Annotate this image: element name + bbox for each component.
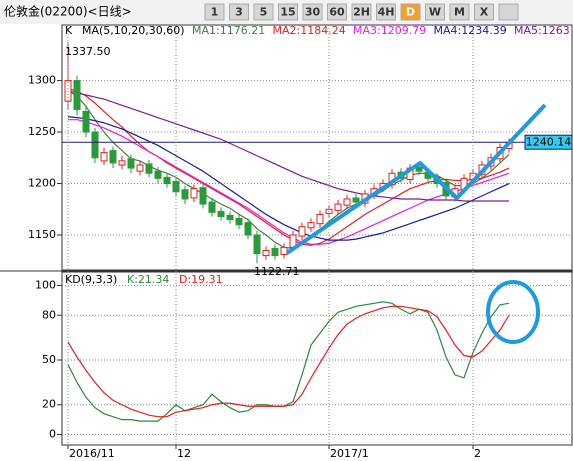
timeframe-button[interactable] (302, 3, 323, 21)
candle-body (208, 201, 216, 213)
hand-drawn-annotations (285, 103, 547, 344)
y-tick-label: 1250 (28, 125, 56, 138)
candle-body (82, 110, 90, 133)
timeframe-label[interactable]: 15 (280, 6, 295, 19)
timeframe-label[interactable]: X (480, 6, 489, 19)
timeframe-label[interactable]: 1 (211, 6, 219, 19)
timeframe-button[interactable] (351, 3, 372, 21)
legend-entry: MA3:1209.79 (353, 24, 426, 37)
timeframe-button[interactable] (327, 3, 347, 21)
extreme-label: 1122.71 (254, 265, 300, 278)
legend-entry: D:19.31 (179, 273, 223, 286)
candle-body (109, 150, 117, 164)
candle-body (91, 131, 99, 159)
candle-body (262, 249, 270, 257)
candle-body (190, 188, 198, 199)
candle-body (64, 80, 72, 102)
y-tick-label: 1200 (28, 177, 56, 190)
timeframe-label[interactable]: W (429, 6, 441, 19)
toolbar-title: 伦敦金(02200)<日线> (4, 4, 132, 19)
legend-label: K (65, 24, 73, 37)
candle-body (199, 187, 207, 205)
candle-body (217, 210, 225, 217)
timeframe-button[interactable] (229, 3, 249, 21)
legend-label: MA(5,10,20,30,60) (82, 24, 185, 37)
y-tick-label: 1300 (28, 74, 56, 87)
last-price-label: 1240.14 (526, 136, 572, 149)
legend-entry: MA1:1176.21 (192, 24, 265, 37)
candle-body (352, 197, 360, 203)
timeframe-label[interactable]: 5 (260, 6, 268, 19)
timeframe-label[interactable]: 30 (305, 6, 321, 19)
candle-body (298, 226, 306, 237)
timeframe-button[interactable] (278, 3, 298, 21)
legend-entry: MA2:1184.24 (273, 24, 346, 37)
candle-body (244, 222, 252, 236)
candle-body (118, 160, 126, 166)
timeframe-label[interactable]: 2H (353, 6, 370, 19)
timeframe-label[interactable]: D (406, 6, 415, 19)
trend-sketch (285, 103, 547, 255)
candle-body (181, 189, 189, 200)
candle-body (226, 214, 234, 221)
timeframe-button[interactable] (474, 3, 494, 21)
moving-average-line (68, 119, 510, 245)
candle-body (334, 203, 342, 211)
legend-entry: MA5:1263 (514, 24, 570, 37)
candle-body (235, 218, 243, 226)
window-button[interactable] (498, 3, 519, 21)
candle-body (145, 163, 153, 174)
timeframe-button[interactable] (376, 3, 396, 21)
y-tick-label: 80 (42, 308, 56, 321)
last-price-box (524, 134, 573, 150)
timeframe-label[interactable]: 3 (235, 6, 243, 19)
kd-line (67, 301, 510, 422)
y-tick-label: 20 (42, 398, 56, 411)
y-tick-label: 50 (42, 353, 56, 366)
candle-body (343, 198, 351, 206)
x-tick-label: 2017/1 (330, 447, 369, 460)
timeframe-label[interactable]: M (454, 6, 465, 19)
timeframe-button[interactable] (449, 3, 470, 21)
x-tick-label: 12 (177, 447, 191, 460)
timeframe-label[interactable]: 4H (378, 6, 395, 19)
extreme-label: 1337.50 (65, 45, 111, 58)
timeframe-button[interactable] (253, 3, 274, 21)
indicator-title: KD(9,3,3) (65, 273, 117, 286)
candle-body (316, 213, 324, 225)
legend-entry: MA4:1234.39 (434, 24, 507, 37)
timeframe-button[interactable] (400, 3, 421, 21)
candle-body (307, 222, 315, 229)
moving-average-line (67, 116, 510, 241)
x-tick-label: 2016/11 (69, 447, 115, 460)
candle-body (280, 246, 288, 256)
highlight-circle (486, 280, 540, 344)
y-tick-label: 0 (49, 428, 56, 441)
y-tick-label: 100 (35, 278, 56, 291)
timeframe-button[interactable] (425, 3, 445, 21)
candle-body (163, 176, 171, 185)
candle-body (253, 234, 261, 255)
candle-body (73, 80, 81, 110)
y-tick-label: 1150 (28, 228, 56, 241)
candle-body (271, 247, 279, 257)
candle-body (136, 164, 144, 172)
candle-body (127, 158, 135, 169)
candle-body (100, 152, 108, 162)
kd-panel (61, 271, 573, 446)
x-tick-label: 2 (474, 447, 481, 460)
moving-average-line (67, 90, 509, 202)
timeframe-button[interactable] (204, 3, 225, 21)
timeframe-label[interactable]: 60 (329, 6, 345, 19)
candle-body (415, 166, 423, 172)
legend-entry: K:21.34 (127, 273, 169, 286)
candle-body (154, 170, 162, 179)
kd-line (67, 305, 510, 418)
